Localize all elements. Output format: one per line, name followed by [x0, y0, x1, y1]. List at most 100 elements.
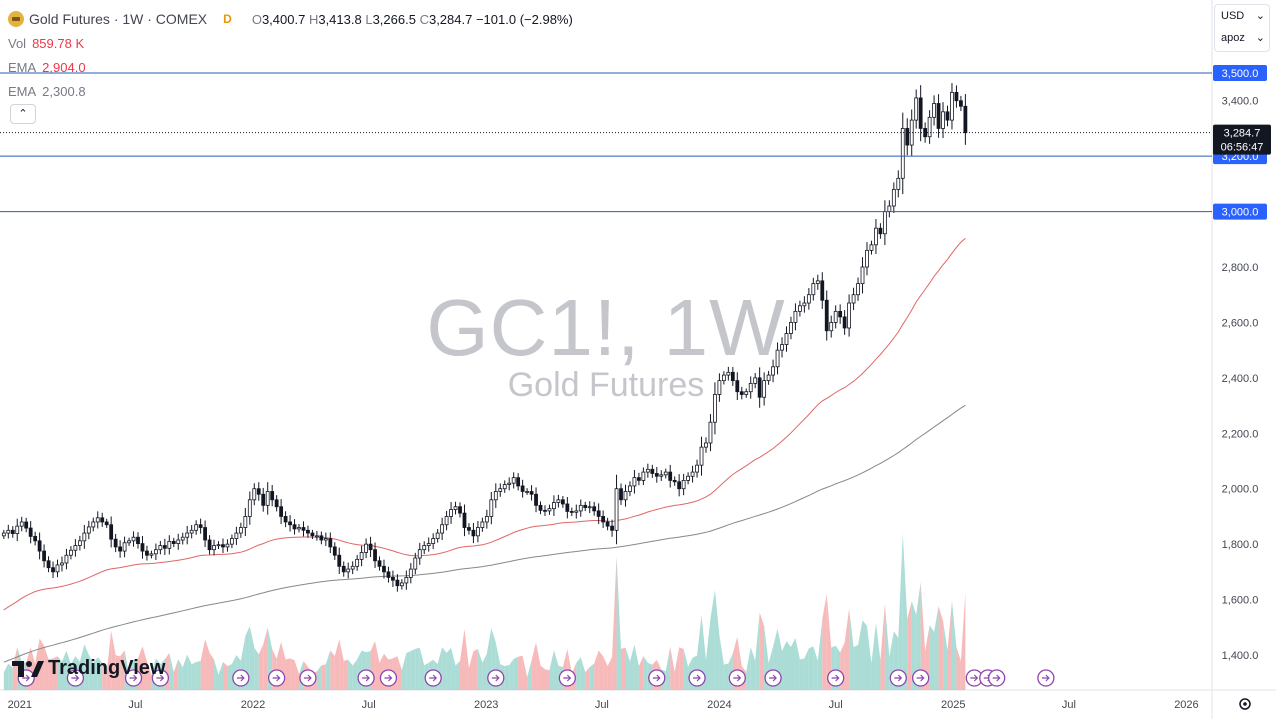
- y-tick-label: 1,800.0: [1222, 539, 1259, 551]
- volume-area-segment: [343, 659, 349, 690]
- candle-body: [748, 382, 753, 393]
- candle-body: [386, 571, 391, 578]
- arrow-right-icon: [303, 674, 312, 682]
- candle-body: [37, 540, 42, 552]
- volume-area-segment: [97, 657, 103, 690]
- candle-body: [265, 491, 270, 506]
- candle-body: [395, 579, 400, 587]
- volume-area-segment: [460, 629, 465, 690]
- candle-body: [681, 479, 686, 490]
- currency-select[interactable]: USD ⌄: [1215, 5, 1269, 27]
- candle-body: [954, 92, 959, 102]
- volume-area-segment: [782, 641, 787, 690]
- candle-body: [766, 374, 771, 382]
- candle-body: [122, 542, 127, 552]
- candle-body: [833, 310, 838, 323]
- candle-body: [645, 468, 650, 473]
- gold-bar-icon: [8, 11, 24, 27]
- logo-text: TradingView: [48, 657, 166, 679]
- candle-body: [489, 499, 494, 517]
- candle-body: [789, 322, 793, 334]
- volume-area-segment: [934, 606, 939, 690]
- volume-area-segment: [719, 635, 724, 690]
- volume-area-segment: [612, 556, 617, 690]
- candle-body: [726, 371, 731, 376]
- candle-body: [560, 499, 565, 505]
- ema-slow-row[interactable]: EMA 2,300.8: [8, 79, 573, 103]
- candle-body: [583, 504, 588, 508]
- volume-area-segment: [844, 608, 850, 690]
- volume-area-segment: [746, 647, 751, 690]
- volume-area-segment: [750, 647, 756, 690]
- tradingview-logo[interactable]: TradingView: [12, 657, 165, 680]
- candle-body: [46, 560, 51, 569]
- candle-body: [887, 205, 892, 212]
- candle-body: [270, 491, 275, 501]
- volume-row[interactable]: Vol 859.78 K: [8, 31, 573, 55]
- candle-body: [440, 524, 445, 534]
- candle-body: [798, 305, 802, 312]
- candle-body: [757, 377, 762, 398]
- candle-body: [493, 491, 498, 501]
- arrow-right-icon: [831, 674, 840, 682]
- candle-body: [368, 543, 373, 551]
- candle-body: [364, 543, 368, 553]
- candle-body: [896, 177, 901, 190]
- volume-area-segment: [518, 655, 523, 690]
- symbol-title[interactable]: Gold Futures · 1W · COMEX: [29, 11, 208, 27]
- candle-body: [104, 521, 109, 526]
- volume-area-segment: [862, 620, 867, 690]
- volume-area-segment: [822, 593, 827, 690]
- volume-area-segment: [397, 656, 402, 690]
- candle-body: [131, 536, 136, 542]
- candle-body: [663, 471, 668, 476]
- candle-body: [543, 509, 547, 512]
- candle-body: [610, 525, 614, 531]
- open-label: O: [251, 11, 262, 27]
- volume-area-segment: [102, 662, 107, 690]
- candle-body: [891, 188, 896, 207]
- scale-select[interactable]: apoz ⌄: [1215, 27, 1269, 49]
- volume-area-segment: [482, 653, 487, 690]
- volume-area-segment: [786, 641, 791, 690]
- volume-area-segment: [665, 646, 671, 690]
- volume-area-segment: [218, 661, 223, 690]
- volume-area-segment: [679, 647, 684, 690]
- ema-fast-row[interactable]: EMA 2,904.0: [8, 55, 573, 79]
- candle-body: [641, 471, 646, 481]
- arrow-right-icon: [22, 674, 31, 682]
- volume-area-segment: [705, 618, 711, 690]
- volume-area-segment: [540, 665, 545, 690]
- volume-label: Vol: [8, 35, 27, 51]
- candle-body: [234, 532, 239, 539]
- volume-area-segment: [755, 612, 760, 690]
- candle-body: [332, 546, 337, 556]
- high-label: H: [308, 11, 319, 27]
- volume-area-segment: [795, 637, 800, 690]
- volume-area-segment: [48, 658, 54, 690]
- volume-area-segment: [88, 654, 94, 690]
- candle-body: [323, 538, 328, 541]
- candle-body: [578, 504, 583, 512]
- candle-body: [516, 477, 521, 487]
- candle-body: [784, 333, 789, 345]
- candle-body: [842, 316, 847, 329]
- candle-body: [136, 536, 140, 544]
- arrow-right-icon: [563, 674, 572, 682]
- volume-area-segment: [670, 646, 675, 690]
- volume-area-segment: [808, 646, 814, 690]
- candle-body: [221, 544, 225, 548]
- market-status-badge[interactable]: D: [223, 12, 232, 26]
- arrow-right-icon: [129, 674, 138, 682]
- collapse-legend-button[interactable]: ⌃: [10, 104, 36, 124]
- candle-body: [762, 380, 767, 398]
- candle-body: [346, 568, 351, 573]
- candle-body: [426, 543, 431, 546]
- volume-area-segment: [701, 615, 706, 690]
- candle-body: [959, 100, 963, 107]
- volume-area-segment: [929, 625, 935, 690]
- volume-area-segment: [902, 533, 908, 690]
- candle-body: [538, 504, 543, 511]
- candle-body: [739, 391, 744, 395]
